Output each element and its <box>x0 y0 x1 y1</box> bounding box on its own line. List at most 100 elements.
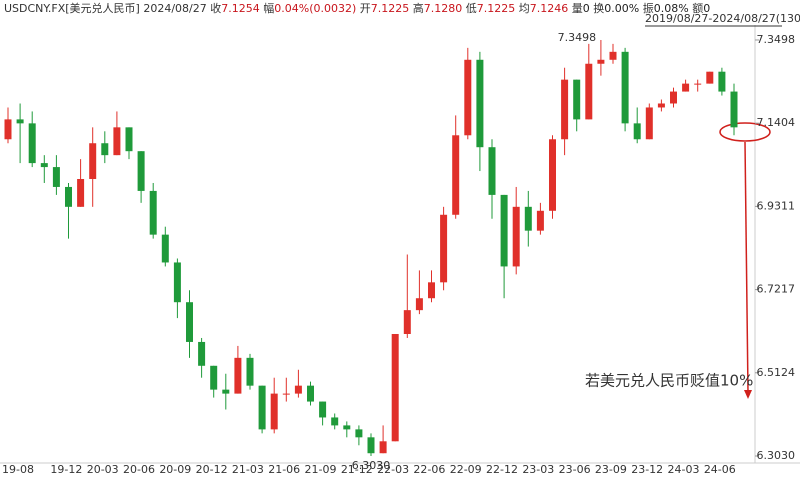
candle-body <box>633 123 641 140</box>
x-tick-label: 23-06 <box>559 463 591 476</box>
candle-body <box>65 186 72 207</box>
candle-body <box>234 357 242 394</box>
candle-body <box>210 365 218 390</box>
x-tick-label: 22-03 <box>377 463 409 476</box>
x-tick-label: 22-12 <box>486 463 518 476</box>
candle-body <box>222 389 230 394</box>
candle-body <box>573 79 581 120</box>
x-tick-label: 21-06 <box>268 463 300 476</box>
annotation: 若美元兑人民币贬值10% <box>585 372 753 390</box>
candle-body <box>343 425 351 430</box>
candle-body <box>113 127 121 156</box>
candle-body <box>549 139 556 211</box>
candle-body <box>694 83 702 85</box>
candle-body <box>536 210 544 231</box>
candle-body <box>28 123 36 164</box>
candle-body <box>137 151 145 191</box>
candle-body <box>488 147 496 195</box>
candle-body <box>403 310 411 334</box>
y-tick-label: 7.3498 <box>757 33 796 46</box>
field-label: 高 <box>413 1 424 15</box>
candle-body <box>77 179 85 207</box>
date: 2024/08/27 <box>143 2 206 15</box>
candle-body <box>125 127 133 152</box>
candle-body <box>149 190 157 235</box>
field-value: 0 <box>583 2 590 15</box>
candle-body <box>428 282 435 299</box>
x-tick-label: 23-03 <box>522 463 554 476</box>
candle-body <box>561 79 569 140</box>
range-label: 2019/08/27-2024/08/27(1304日) <box>645 12 800 25</box>
field-label: 换 <box>593 1 604 15</box>
x-tick-label: 22-09 <box>450 463 482 476</box>
field-value: 7.1225 <box>371 2 410 15</box>
candle-body <box>101 143 109 156</box>
candle-body <box>355 429 363 438</box>
x-tick-label: 22-06 <box>413 463 445 476</box>
candle-body <box>621 51 629 124</box>
candle-body <box>682 83 690 92</box>
field-value: 7.1254 <box>221 2 260 15</box>
candle-body <box>597 59 605 64</box>
field-label: 开 <box>360 2 371 15</box>
field-value: 0 <box>703 2 710 15</box>
candle-body <box>4 119 12 140</box>
candle-body <box>464 59 472 136</box>
candle-body <box>609 51 617 60</box>
x-tick-label: 20-12 <box>196 463 228 476</box>
candle-body <box>415 298 423 311</box>
highlight-ellipse <box>719 122 771 142</box>
arrow-head <box>744 390 752 399</box>
field-value: 0.00% <box>604 2 639 15</box>
candle-body <box>161 234 169 263</box>
x-tick-label: 19-08 <box>2 463 34 476</box>
x-tick-label: 20-06 <box>123 463 155 476</box>
candle-body <box>40 163 48 168</box>
candle-body <box>452 135 460 215</box>
x-tick-label: 24-03 <box>668 463 700 476</box>
field-label: 收 <box>210 1 221 15</box>
x-tick-label: 23-12 <box>631 463 663 476</box>
x-tick-label: 24-06 <box>704 463 736 476</box>
x-tick-label: 23-09 <box>595 463 627 476</box>
candle-body <box>706 71 714 84</box>
x-tick-label: 20-03 <box>87 463 119 476</box>
candle-body <box>730 91 738 128</box>
candle-body <box>500 194 508 267</box>
candle-body <box>331 417 339 426</box>
field-label: 均 <box>519 2 530 15</box>
x-tick-label: 21-03 <box>232 463 264 476</box>
field-label: 振 <box>643 1 654 15</box>
candle-body <box>718 71 726 92</box>
candle-body <box>246 357 254 386</box>
candle-body <box>270 393 278 430</box>
candle-body <box>173 262 181 303</box>
candle-body <box>657 103 665 108</box>
x-tick-label: 20-09 <box>159 463 191 476</box>
y-tick-label: 6.3030 <box>757 449 796 462</box>
candle-body <box>307 385 314 402</box>
y-tick-label: 7.1404 <box>757 116 796 129</box>
max-label: 7.3498 <box>558 31 597 44</box>
y-tick-label: 6.9311 <box>757 199 796 212</box>
field-label: 低 <box>466 2 477 15</box>
field-label: 额 <box>692 2 703 15</box>
x-tick-label: 19-12 <box>50 463 82 476</box>
candle-body <box>294 385 302 394</box>
candle-body <box>198 341 206 366</box>
candle-body <box>89 143 97 180</box>
field-label: 量 <box>572 2 583 15</box>
candle-body <box>391 333 399 442</box>
candle-body <box>585 63 593 120</box>
candle-body <box>440 214 448 283</box>
header: USDCNY.FX[美元兑人民币] 2024/08/27 收7.1254 幅0.… <box>4 1 710 15</box>
field-value: 0.04%(0.0032) <box>274 2 356 15</box>
candle-body <box>524 206 532 231</box>
y-tick-label: 6.5124 <box>757 366 796 379</box>
candle-body <box>645 107 653 140</box>
field-value: 7.1246 <box>530 2 569 15</box>
candle-body <box>367 437 375 454</box>
